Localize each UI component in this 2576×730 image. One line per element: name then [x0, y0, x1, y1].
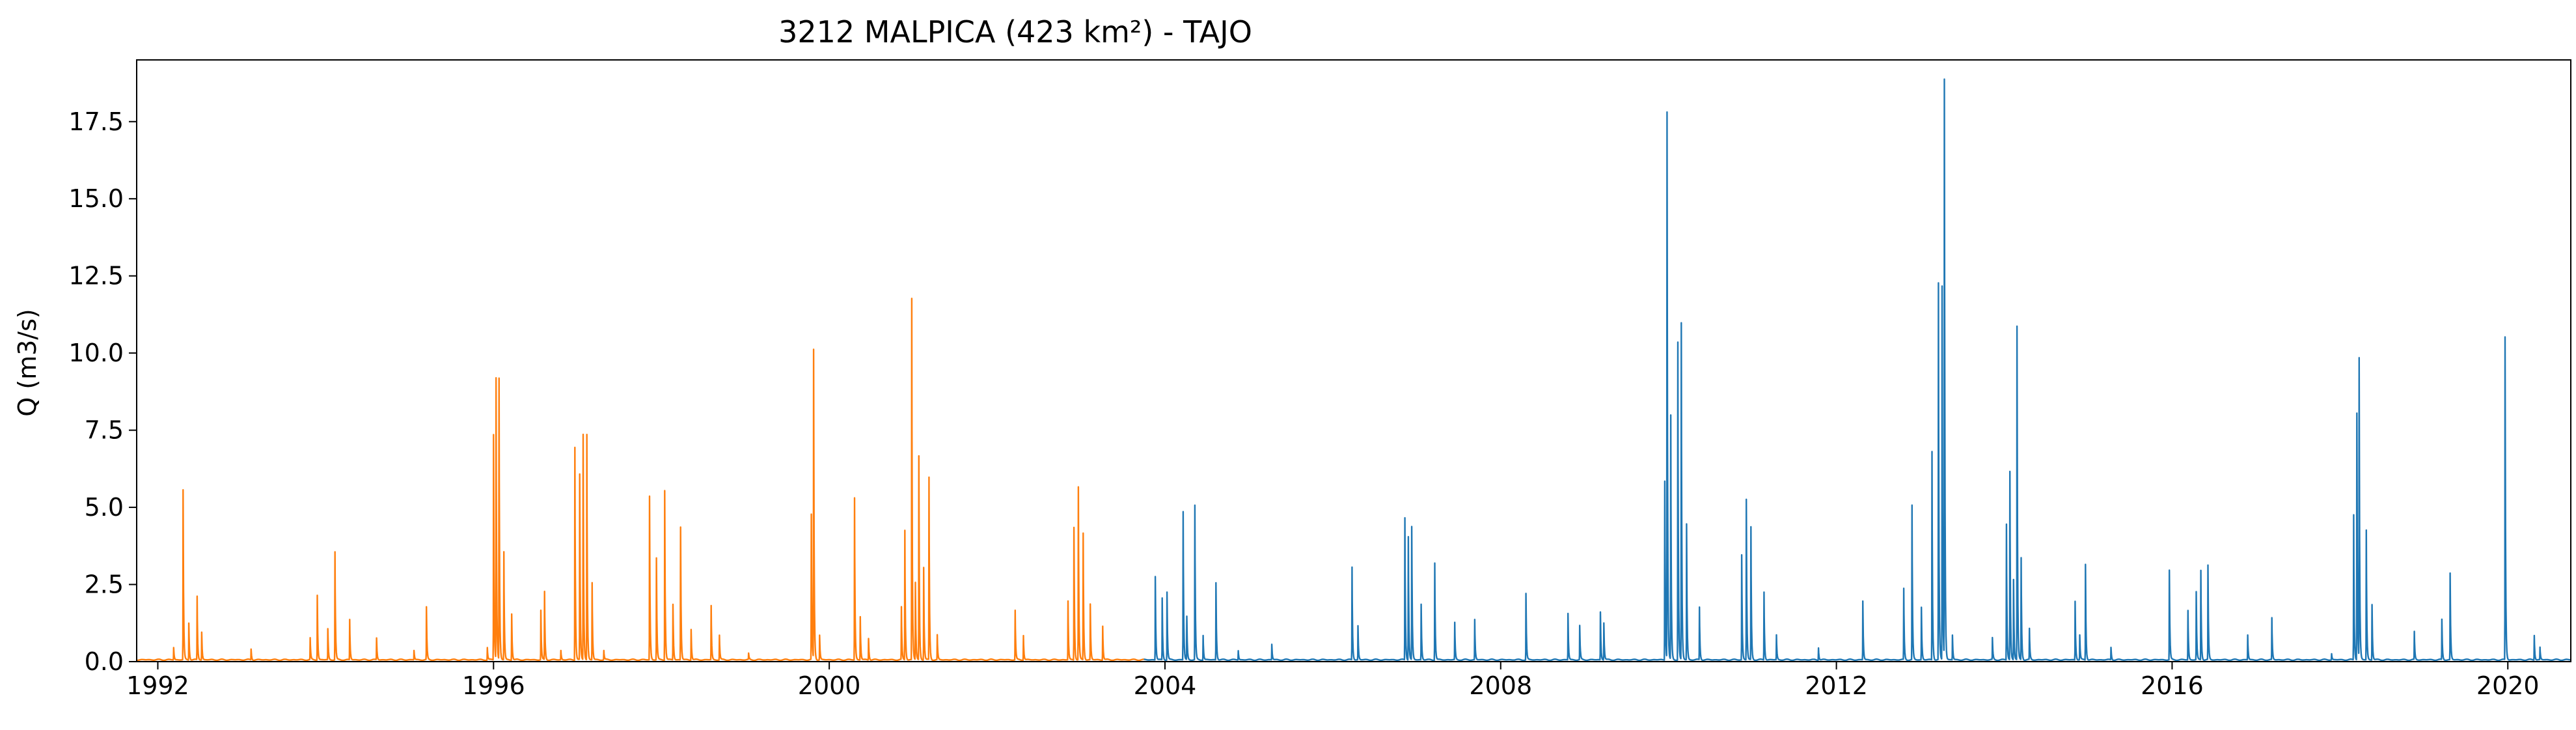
y-tick-label-10.0: 10.0: [68, 339, 124, 367]
x-tick-label-2016: 2016: [2141, 671, 2204, 700]
y-tick-label-15.0: 15.0: [68, 184, 124, 213]
y-tick-label-17.5: 17.5: [68, 107, 124, 136]
y-axis-label: Q (m3/s): [13, 309, 42, 416]
x-tick-label-2000: 2000: [798, 671, 861, 700]
ticks-layer: 1992 1996 2000 2004 2008 2012 2016 2020 0.0 2.5 5.…: [68, 107, 2539, 700]
series-layer: [136, 78, 2571, 662]
y-tick-label-2.5: 2.5: [85, 570, 124, 599]
x-tick-label-2008: 2008: [1469, 671, 1532, 700]
y-tick-label-0.0: 0.0: [85, 647, 124, 676]
x-tick-label-2012: 2012: [1805, 671, 1868, 700]
x-tick-label-1992: 1992: [126, 671, 189, 700]
y-tick-label-5.0: 5.0: [85, 493, 124, 522]
series-line-0: [136, 298, 1145, 662]
plot-frame: [136, 59, 2571, 662]
y-tick-label-12.5: 12.5: [68, 262, 124, 290]
x-tick-label-2004: 2004: [1134, 671, 1197, 700]
x-tick-label-1996: 1996: [462, 671, 525, 700]
chart-title: 3212 MALPICA (423 km²) - TAJO: [778, 14, 1252, 49]
y-tick-label-7.5: 7.5: [85, 416, 124, 445]
x-tick-label-2020: 2020: [2476, 671, 2540, 700]
series-line-1: [1143, 78, 2571, 662]
